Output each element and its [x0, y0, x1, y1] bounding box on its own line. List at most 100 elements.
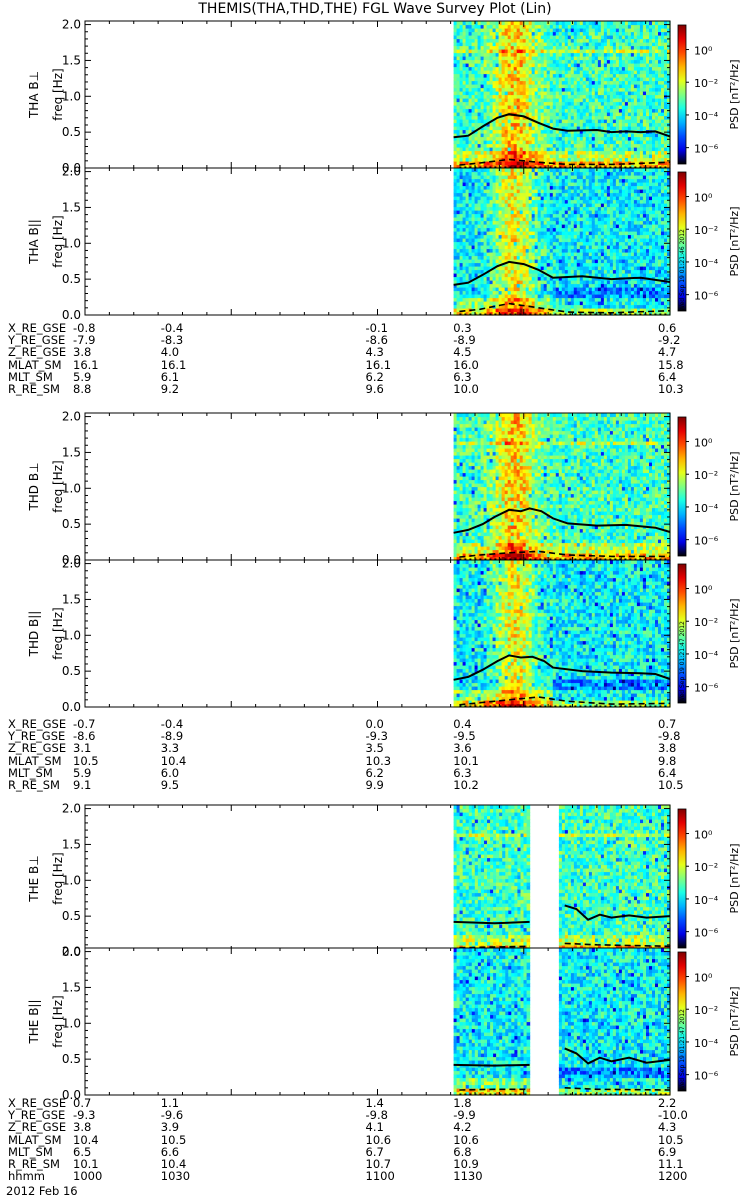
time-tick-label: 1130 — [453, 1169, 483, 1184]
orbit-value: -0.4 — [160, 321, 184, 335]
panel-label: THD B|| — [27, 611, 41, 658]
panel-label: THE B|| — [27, 999, 41, 1044]
orbit-value: 6.3 — [453, 369, 472, 384]
orbit-value: 4.3 — [365, 345, 384, 360]
fce-curve — [453, 507, 671, 534]
colorbar — [677, 563, 687, 704]
panel-label: THA B|| — [27, 219, 41, 265]
colorbar-tick-label: 10⁻² — [694, 1004, 718, 1017]
y-axis-label: freq [Hz] — [51, 607, 65, 659]
fci-curve — [459, 942, 671, 949]
orbit-value: 6.7 — [365, 1144, 384, 1159]
orbit-value: 6.5 — [73, 1144, 92, 1159]
panel-3: 0.0 0.5 1.0 1.5 2.0 THD B⊥ freq [Hz] 10⁰ 10⁻² 10⁻… — [27, 410, 741, 567]
orbit-value: 10.6 — [453, 1132, 479, 1147]
colorbar-tick-label: 10⁻² — [694, 77, 718, 90]
colorbar-tick-label: 10⁻⁴ — [694, 257, 719, 270]
orbit-value: -0.4 — [160, 717, 184, 731]
y-tick-label: 0.5 — [62, 272, 81, 286]
orbit-value: -9.5 — [453, 729, 476, 744]
colorbar-tick-label: 10⁰ — [694, 972, 713, 985]
orbit-value: 16.0 — [453, 357, 479, 372]
colorbar — [677, 951, 687, 1092]
orbit-value: -8.6 — [73, 729, 96, 744]
timestamp-stamp: Wed Sep 19 01:21:47 2012 — [679, 621, 686, 703]
orbit-value: -8.6 — [365, 333, 388, 348]
time-tick-label: 1030 — [160, 1169, 191, 1184]
orbit-row-label: MLAT_SM — [8, 753, 62, 768]
y-tick-label: 0.5 — [62, 125, 81, 139]
orbit-value: 6.4 — [658, 369, 677, 384]
colorbar — [677, 24, 687, 165]
orbit-value: 16.1 — [73, 357, 99, 372]
fci-curve — [459, 1087, 671, 1091]
orbit-value: 3.6 — [453, 741, 472, 756]
orbit-value: -9.9 — [453, 1108, 476, 1123]
orbit-value: 10.4 — [160, 1157, 187, 1171]
orbit-row-label: Y_RE_GSE — [8, 333, 66, 348]
orbit-value: 1.4 — [365, 1096, 384, 1110]
orbit-row-label: X_RE_GSE — [8, 321, 67, 335]
orbit-value: 4.7 — [658, 345, 677, 360]
orbit-value: 6.9 — [658, 1144, 677, 1159]
orbit-value: 0.4 — [453, 717, 472, 731]
orbit-value: 3.9 — [160, 1120, 180, 1135]
panel-label: THE B⊥ — [27, 855, 41, 902]
orbit-row-label: R_RE_SM — [8, 778, 60, 792]
orbit-row-label: MLT_SM — [8, 765, 53, 780]
spectrogram-segment — [453, 805, 531, 953]
fce-curve — [453, 904, 671, 925]
y-tick-label: 2.0 — [62, 165, 81, 179]
fce-curve — [453, 260, 671, 286]
y-tick-label: 1.0 — [62, 481, 81, 495]
orbit-value: 9.9 — [365, 778, 384, 792]
y-tick-label: 1.5 — [62, 837, 81, 851]
colorbar-tick-label: 10⁰ — [694, 584, 713, 597]
y-tick-label: 1.5 — [62, 53, 81, 67]
orbit-value: 0.7 — [658, 717, 677, 731]
orbit-value: 5.9 — [73, 765, 92, 780]
timestamp-stamp: Wed Sep 19 01:21:47 2012 — [679, 1009, 686, 1091]
orbit-row-label: Z_RE_GSE — [8, 345, 67, 360]
colorbar-label: PSD [nT²/Hz] — [728, 986, 741, 1056]
colorbar-tick-label: 10⁻⁶ — [694, 1070, 719, 1083]
orbit-value: -9.2 — [658, 333, 681, 348]
orbit-value: -8.9 — [160, 729, 184, 744]
orbit-row-label: R_RE_SM — [8, 382, 60, 396]
spectrogram-segment — [453, 948, 531, 1096]
y-tick-label: 1.0 — [62, 873, 81, 887]
y-tick-label: 2.0 — [62, 410, 81, 424]
orbit-value: 3.8 — [73, 345, 92, 360]
orbit-value: 4.1 — [365, 1120, 384, 1135]
spectrogram-segment — [453, 413, 671, 561]
y-axis-label: freq [Hz] — [51, 68, 65, 120]
orbit-value: 4.5 — [453, 345, 472, 360]
orbit-value: 9.8 — [658, 753, 677, 768]
panel-label: THA B⊥ — [27, 71, 41, 119]
orbit-row-label: MLAT_SM — [8, 357, 62, 372]
y-tick-label: 2.0 — [62, 802, 81, 816]
fce-curve — [453, 113, 671, 139]
orbit-value: 6.3 — [453, 765, 472, 780]
spectrogram-segment — [453, 560, 671, 708]
fce-curve — [453, 654, 671, 681]
time-tick-label: 1200 — [658, 1169, 688, 1184]
orbit-value: 10.0 — [453, 382, 479, 396]
y-tick-label: 0.5 — [62, 664, 81, 678]
colorbar-tick-label: 10⁻² — [694, 616, 718, 629]
orbit-value: 1.1 — [160, 1096, 180, 1110]
colorbar-tick-label: 10⁻⁴ — [694, 894, 719, 907]
colorbar-tick-label: 10⁰ — [694, 829, 713, 842]
orbit-value: 10.9 — [453, 1157, 479, 1171]
y-tick-label: 1.5 — [62, 592, 81, 606]
orbit-value: -7.9 — [73, 333, 96, 348]
colorbar-tick-label: 10⁻⁶ — [694, 143, 719, 156]
orbit-row-label: MLT_SM — [8, 1144, 53, 1159]
colorbar-tick-label: 10⁻² — [694, 224, 718, 237]
spectrogram-segment — [453, 21, 671, 169]
colorbar-label: PSD [nT²/Hz] — [728, 598, 741, 668]
orbit-value: 9.6 — [365, 382, 384, 396]
panel-5: 0.0 0.5 1.0 1.5 2.0 THE B⊥ freq [Hz] 10⁰ 10⁻² 10⁻… — [27, 802, 741, 959]
orbit-row-label: Y_RE_GSE — [8, 1108, 66, 1123]
